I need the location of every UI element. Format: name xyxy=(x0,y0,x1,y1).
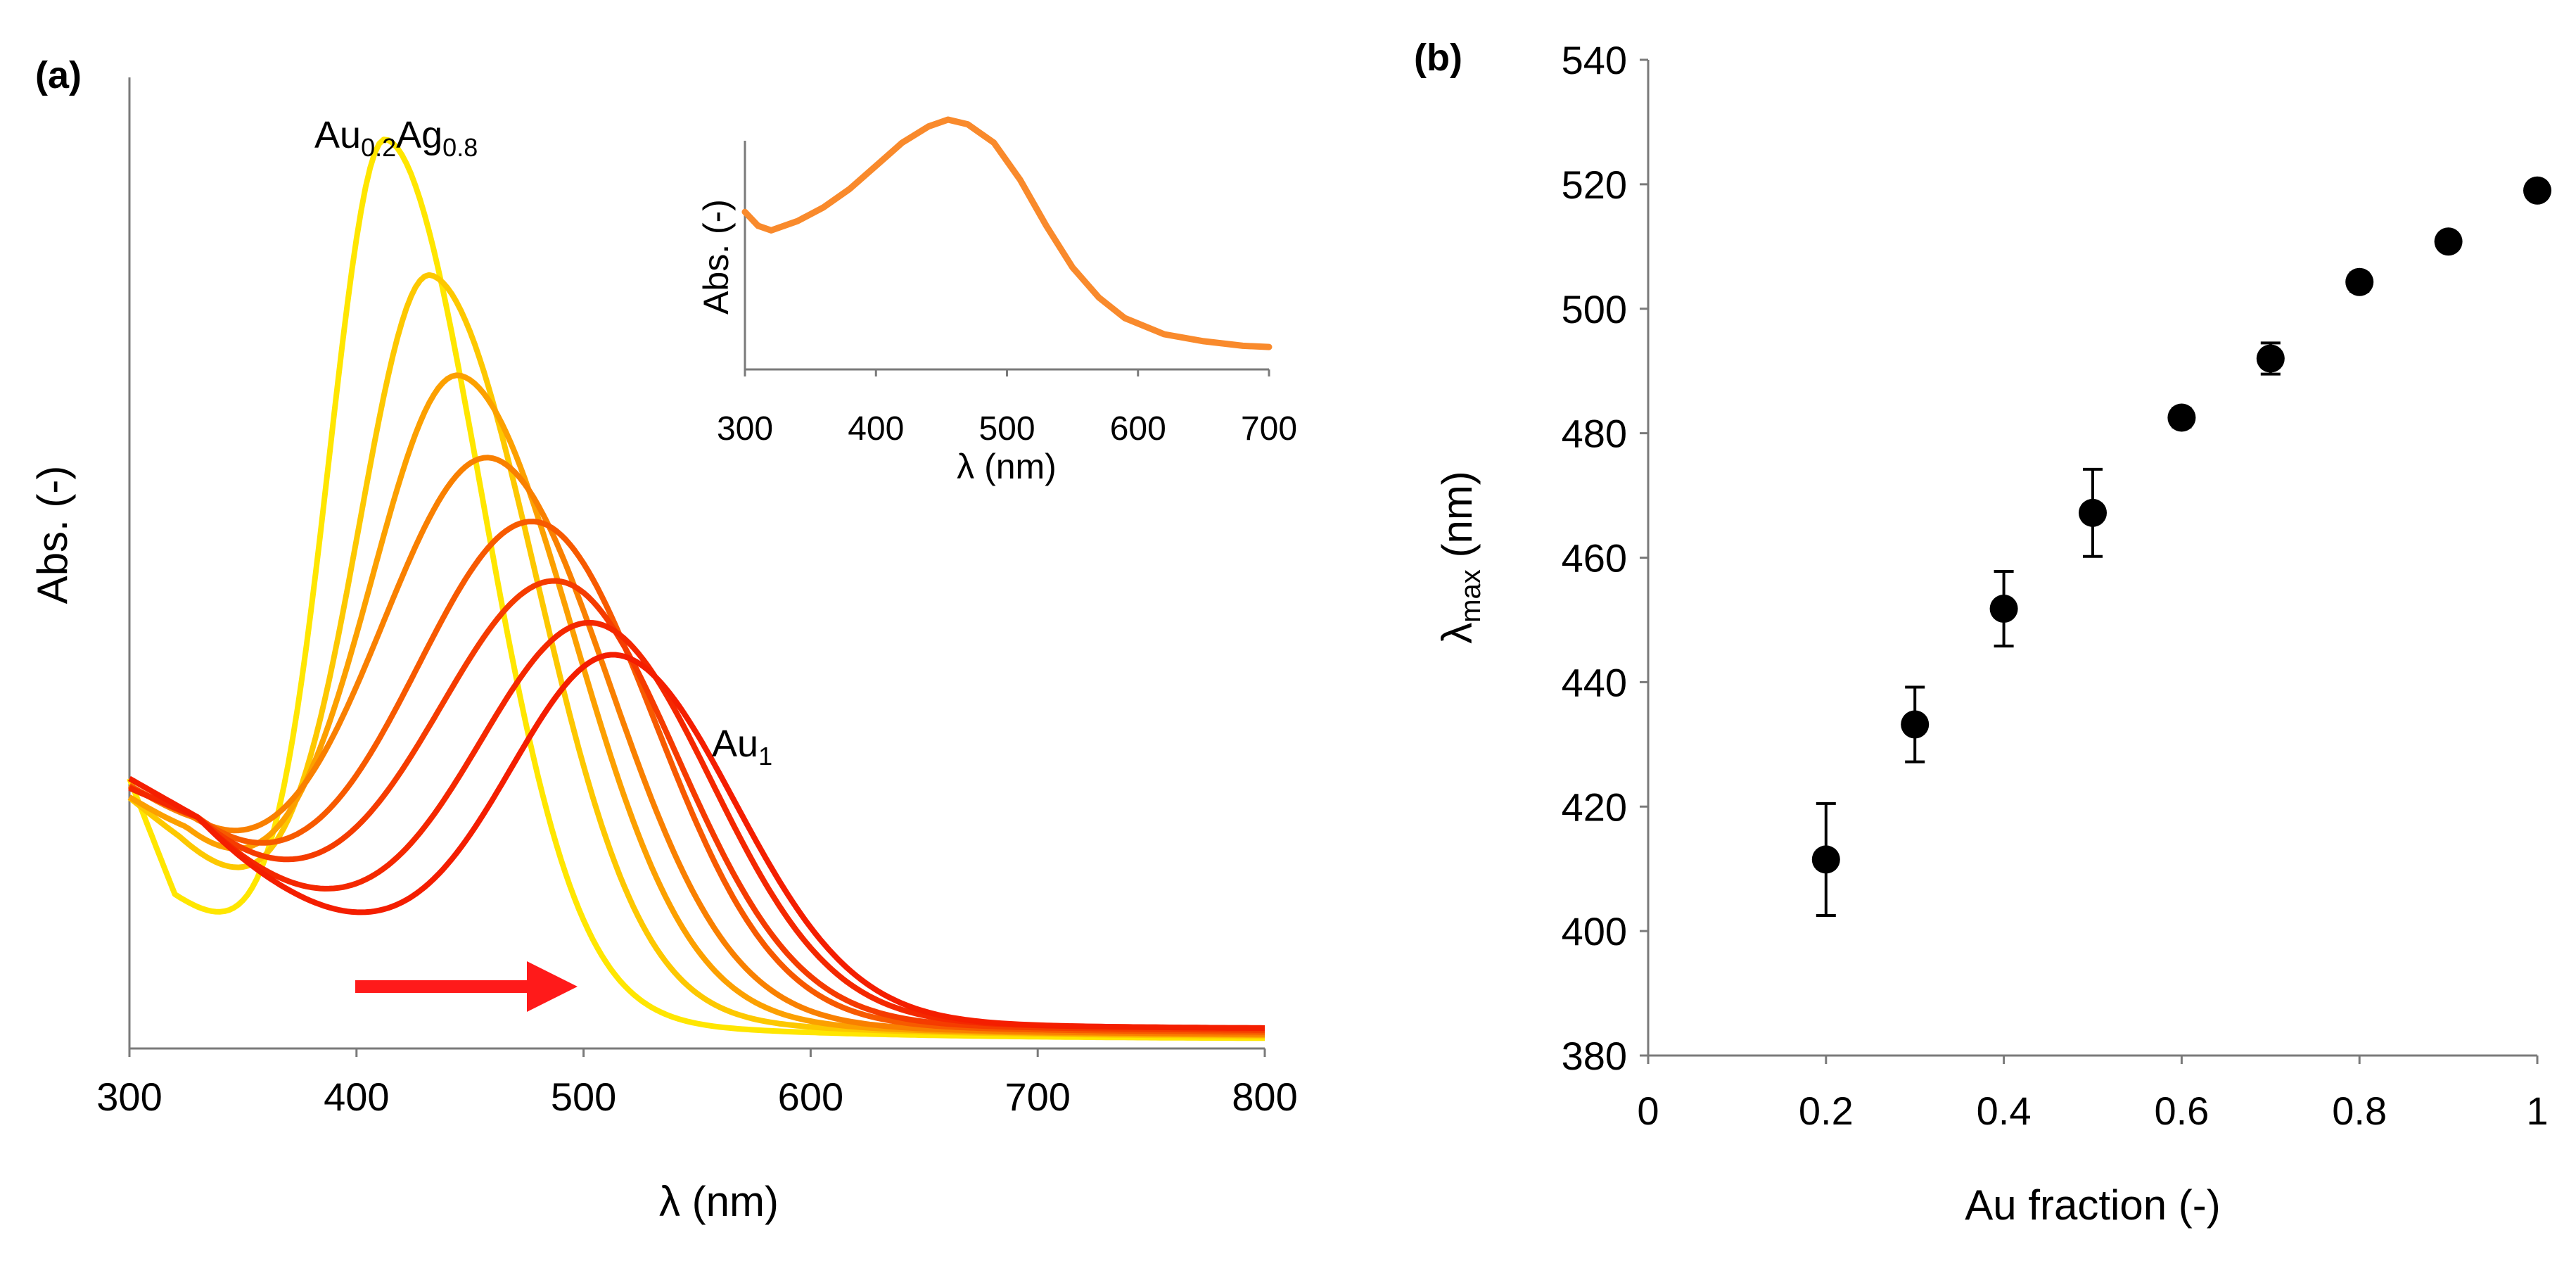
panel-a-x-tick-label: 300 xyxy=(96,1075,162,1119)
data-point xyxy=(1811,845,1840,874)
data-point xyxy=(2167,403,2196,432)
panel-b-y-tick-label: 540 xyxy=(1562,38,1627,82)
panel-b-y-tick-label: 460 xyxy=(1562,536,1627,581)
panel-b-data-points xyxy=(1811,176,2551,918)
panel-b-label: (b) xyxy=(1414,37,1462,79)
inset-x-tick-label: 400 xyxy=(848,410,904,448)
panel-a-series-group xyxy=(127,137,1265,1041)
panel-b-y-ticks: 380 400 420 440 460 480 500 520 540 xyxy=(1562,38,1648,1078)
data-point xyxy=(2345,267,2374,296)
panel-b-y-tick-label: 440 xyxy=(1562,660,1627,704)
panel-b-y-tick-label: 520 xyxy=(1562,163,1627,207)
panel-a-label: (a) xyxy=(35,54,82,96)
inset-spectrum-line xyxy=(741,116,1273,350)
panel-b-x-tick-label: 0.6 xyxy=(2154,1089,2209,1133)
inset-x-ticks: 300 400 500 600 700 xyxy=(717,369,1297,448)
panel-b-x-ticks: 0 0.2 0.4 0.6 0.8 1 xyxy=(1637,1056,2549,1133)
data-point xyxy=(2434,227,2463,256)
label-au02ag08: Au0.2Ag0.8 xyxy=(314,114,478,162)
panel-b-y-tick-label: 420 xyxy=(1562,785,1627,829)
label-au1: Au1 xyxy=(712,723,772,771)
data-point xyxy=(2523,176,2551,205)
panel-b-y-axis-title: λmax (nm) xyxy=(1434,471,1486,644)
series-line-au03ag07 xyxy=(127,272,1265,1039)
panel-b-x-tick-label: 0.2 xyxy=(1799,1089,1854,1133)
data-point xyxy=(1989,595,2018,623)
panel-b-x-tick-label: 0.4 xyxy=(1977,1089,2032,1133)
panel-b-x-axis-title: Au fraction (-) xyxy=(1965,1181,2220,1229)
panel-a-x-tick-label: 600 xyxy=(778,1075,843,1119)
panel-b-y-tick-label: 400 xyxy=(1562,909,1627,953)
inset-x-axis-title: λ (nm) xyxy=(957,447,1057,486)
series-line-au1 xyxy=(128,652,1265,1031)
series-line-au06ag04 xyxy=(128,519,1265,1035)
inset-plot: 300 400 500 600 700 Abs. (-) λ (nm) xyxy=(696,116,1297,486)
panel-b-y-tick-label: 500 xyxy=(1562,287,1627,331)
panel-a-x-tick-label: 400 xyxy=(324,1075,389,1119)
panel-a-x-axis-title: λ (nm) xyxy=(659,1178,779,1225)
data-point xyxy=(1901,710,1930,739)
data-point xyxy=(2079,498,2107,527)
panel-a: (a) 300 400 500 600 700 800 Abs. (-) λ (nm) A… xyxy=(29,54,1298,1225)
panel-a-x-tick-label: 800 xyxy=(1232,1075,1297,1119)
series-line-au07ag03 xyxy=(128,578,1265,1033)
inset-x-tick-label: 600 xyxy=(1110,410,1166,448)
panel-a-y-axis-title: Abs. (-) xyxy=(29,466,76,604)
inset-y-axis-title: Abs. (-) xyxy=(696,199,736,315)
inset-x-tick-label: 300 xyxy=(717,410,773,448)
inset-x-tick-label: 700 xyxy=(1241,410,1297,448)
panel-b-x-tick-label: 1 xyxy=(2526,1089,2548,1133)
panel-a-x-tick-label: 500 xyxy=(551,1075,616,1119)
panel-b-y-tick-label: 480 xyxy=(1562,412,1627,456)
data-point xyxy=(2256,344,2285,373)
panel-a-x-tick-label: 700 xyxy=(1005,1075,1070,1119)
panel-b-y-tick-label: 380 xyxy=(1562,1034,1627,1078)
panel-a-x-ticks: 300 400 500 600 700 800 xyxy=(96,1048,1298,1119)
panel-b-x-tick-label: 0.8 xyxy=(2332,1089,2387,1133)
panel-b-x-tick-label: 0 xyxy=(1637,1089,1659,1133)
inset-x-tick-label: 500 xyxy=(978,410,1035,448)
